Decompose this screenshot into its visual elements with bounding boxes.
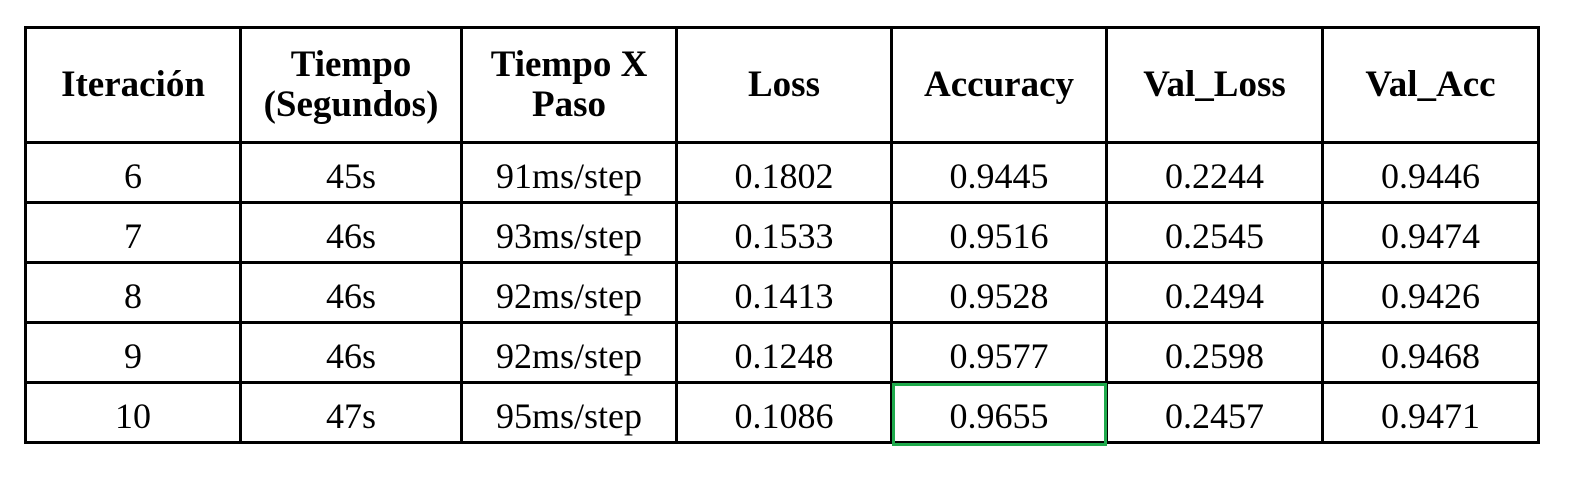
table-cell-accuracy-highlighted: 0.9655 (890, 381, 1109, 448)
table-cell-iteracion: 8 (24, 261, 242, 324)
table-cell-tiempo: 46s (239, 261, 463, 324)
table-cell-tiempo-paso: 95ms/step (460, 381, 678, 444)
header-accuracy: Accuracy (890, 26, 1108, 144)
results-table: Iteración Tiempo (Segundos) Tiempo X Pas… (24, 26, 1540, 448)
table-cell-val-acc: 0.9471 (1321, 381, 1540, 444)
header-tiempo-line2: (Segundos) (263, 84, 439, 125)
table-row: 8 46s 92ms/step 0.1413 0.9528 0.2494 0.9… (24, 261, 1540, 324)
table-cell-loss: 0.1802 (675, 141, 893, 204)
table-cell-tiempo: 46s (239, 321, 463, 384)
table-row: 10 47s 95ms/step 0.1086 0.9655 0.2457 0.… (24, 381, 1540, 448)
table-cell-val-acc: 0.9426 (1321, 261, 1540, 324)
table-cell-val-loss: 0.2598 (1105, 321, 1324, 384)
table-cell-accuracy: 0.9516 (890, 201, 1108, 264)
table-cell-iteracion: 10 (24, 381, 242, 444)
header-val-acc-text: Val_Acc (1365, 64, 1496, 105)
table-cell-tiempo-paso: 91ms/step (460, 141, 678, 204)
header-tiempo-x-paso: Tiempo X Paso (460, 26, 678, 144)
table-cell-iteracion: 7 (24, 201, 242, 264)
table-cell-tiempo-paso: 93ms/step (460, 201, 678, 264)
table-cell-val-acc: 0.9468 (1321, 321, 1540, 384)
table-cell-tiempo-paso: 92ms/step (460, 261, 678, 324)
table-cell-val-loss: 0.2545 (1105, 201, 1324, 264)
table-row: 7 46s 93ms/step 0.1533 0.9516 0.2545 0.9… (24, 201, 1540, 264)
header-tiempo-x-line1: Tiempo X (490, 44, 648, 85)
table-cell-loss: 0.1248 (675, 321, 893, 384)
table-cell-accuracy: 0.9528 (890, 261, 1108, 324)
header-iteracion: Iteración (24, 26, 242, 144)
header-tiempo-x-line2: Paso (532, 84, 606, 125)
table-cell-val-acc: 0.9446 (1321, 141, 1540, 204)
header-val-loss-text: Val_Loss (1143, 64, 1286, 105)
table-cell-val-loss: 0.2244 (1105, 141, 1324, 204)
table-row: 9 46s 92ms/step 0.1248 0.9577 0.2598 0.9… (24, 321, 1540, 384)
table-cell-val-acc: 0.9474 (1321, 201, 1540, 264)
table-cell-tiempo: 45s (239, 141, 463, 204)
table-cell-loss: 0.1086 (675, 381, 893, 444)
table-cell-val-loss: 0.2457 (1105, 381, 1324, 444)
table-cell-tiempo-paso: 92ms/step (460, 321, 678, 384)
table-cell-loss: 0.1413 (675, 261, 893, 324)
header-row: Iteración Tiempo (Segundos) Tiempo X Pas… (24, 26, 1540, 144)
table-cell-tiempo: 47s (239, 381, 463, 444)
header-val-loss: Val_Loss (1105, 26, 1324, 144)
header-val-acc: Val_Acc (1321, 26, 1540, 144)
header-loss-text: Loss (748, 64, 820, 105)
header-iteracion-text: Iteración (61, 64, 205, 105)
table-cell-iteracion: 9 (24, 321, 242, 384)
header-tiempo-segundos: Tiempo (Segundos) (239, 26, 463, 144)
table-cell-accuracy: 0.9577 (890, 321, 1108, 384)
header-loss: Loss (675, 26, 893, 144)
header-tiempo-line1: Tiempo (290, 44, 412, 85)
header-accuracy-text: Accuracy (924, 64, 1074, 105)
table-row: 6 45s 91ms/step 0.1802 0.9445 0.2244 0.9… (24, 141, 1540, 204)
table-cell-iteracion: 6 (24, 141, 242, 204)
table-cell-accuracy: 0.9445 (890, 141, 1108, 204)
table-cell-loss: 0.1533 (675, 201, 893, 264)
table-cell-val-loss: 0.2494 (1105, 261, 1324, 324)
table-cell-tiempo: 46s (239, 201, 463, 264)
